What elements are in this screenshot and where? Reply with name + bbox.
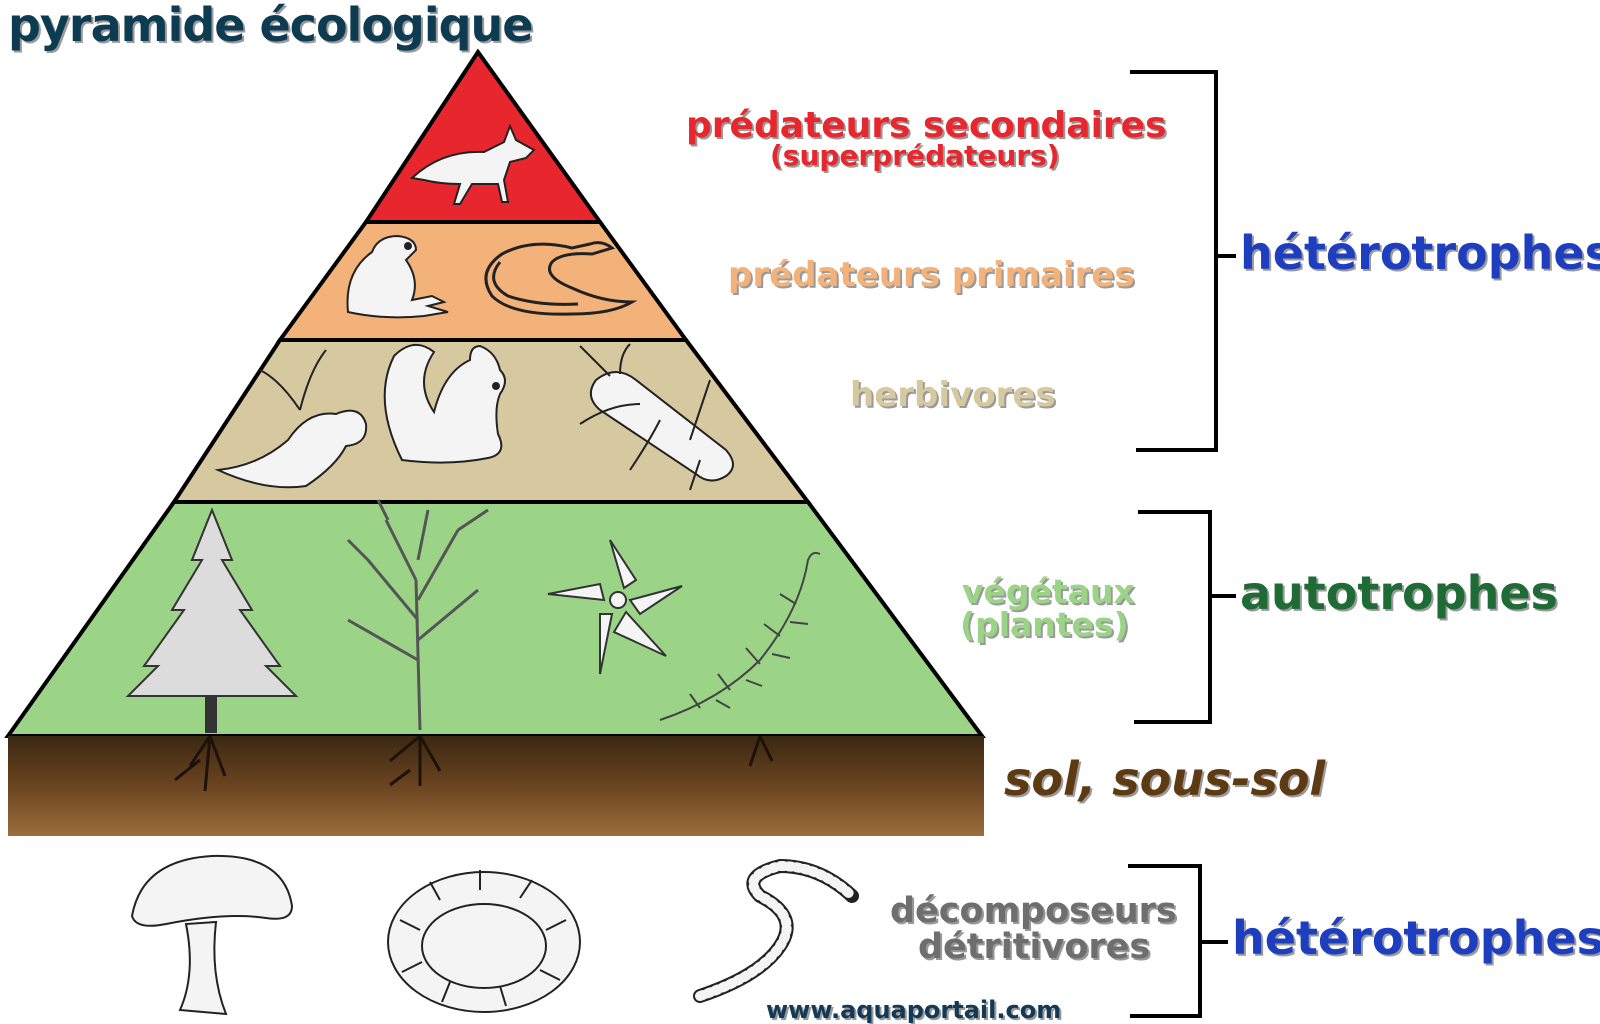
decomposers-label: décomposeurs	[890, 891, 1177, 931]
level-label-herbivores: herbivores	[850, 375, 1056, 415]
rabbit-icon	[214, 349, 368, 489]
source-url: www.aquaportail.com	[766, 996, 1062, 1024]
page-title: pyramide écologique	[8, 0, 533, 52]
frog-icon	[346, 234, 449, 319]
millipede-icon	[387, 870, 581, 1013]
level-label-plants: végétaux	[962, 572, 1135, 611]
tier-secondary-predators	[362, 48, 604, 224]
detritivores-label: détritivores	[918, 927, 1151, 967]
group-label-autotrophes: autotrophes	[1240, 566, 1558, 620]
bracket-heterotrophes-top	[1130, 70, 1236, 452]
worm-icon	[693, 858, 859, 1003]
fox-icon	[409, 123, 536, 205]
soil-label: sol, sous-sol	[1004, 752, 1326, 806]
flower-icon	[547, 539, 683, 675]
tree-icon	[346, 499, 489, 731]
mushroom-icon	[130, 854, 294, 1016]
fern-icon	[659, 551, 821, 721]
group-label-heterotrophes-top: hétérotrophes	[1240, 226, 1600, 280]
beetle-icon	[579, 343, 734, 491]
level-label-secondary-predators: prédateurs secondaires	[686, 105, 1167, 146]
group-label-heterotrophes-bottom: hétérotrophes	[1232, 911, 1600, 965]
conifer-icon	[125, 507, 299, 733]
squirrel-icon	[383, 344, 506, 464]
tier-primary-predators	[276, 220, 690, 342]
soil-band	[8, 736, 984, 836]
level-sublabel-superpredators: (superprédateurs)	[770, 139, 1060, 172]
snake-icon	[484, 241, 638, 316]
tier-plants	[4, 500, 986, 738]
level-label-primary-predators: prédateurs primaires	[728, 255, 1135, 295]
bracket-heterotrophes-bottom	[1128, 864, 1228, 1018]
level-sublabel-plants: (plantes)	[960, 605, 1129, 644]
bracket-autotrophes	[1134, 510, 1236, 724]
roots-icon	[174, 734, 774, 792]
